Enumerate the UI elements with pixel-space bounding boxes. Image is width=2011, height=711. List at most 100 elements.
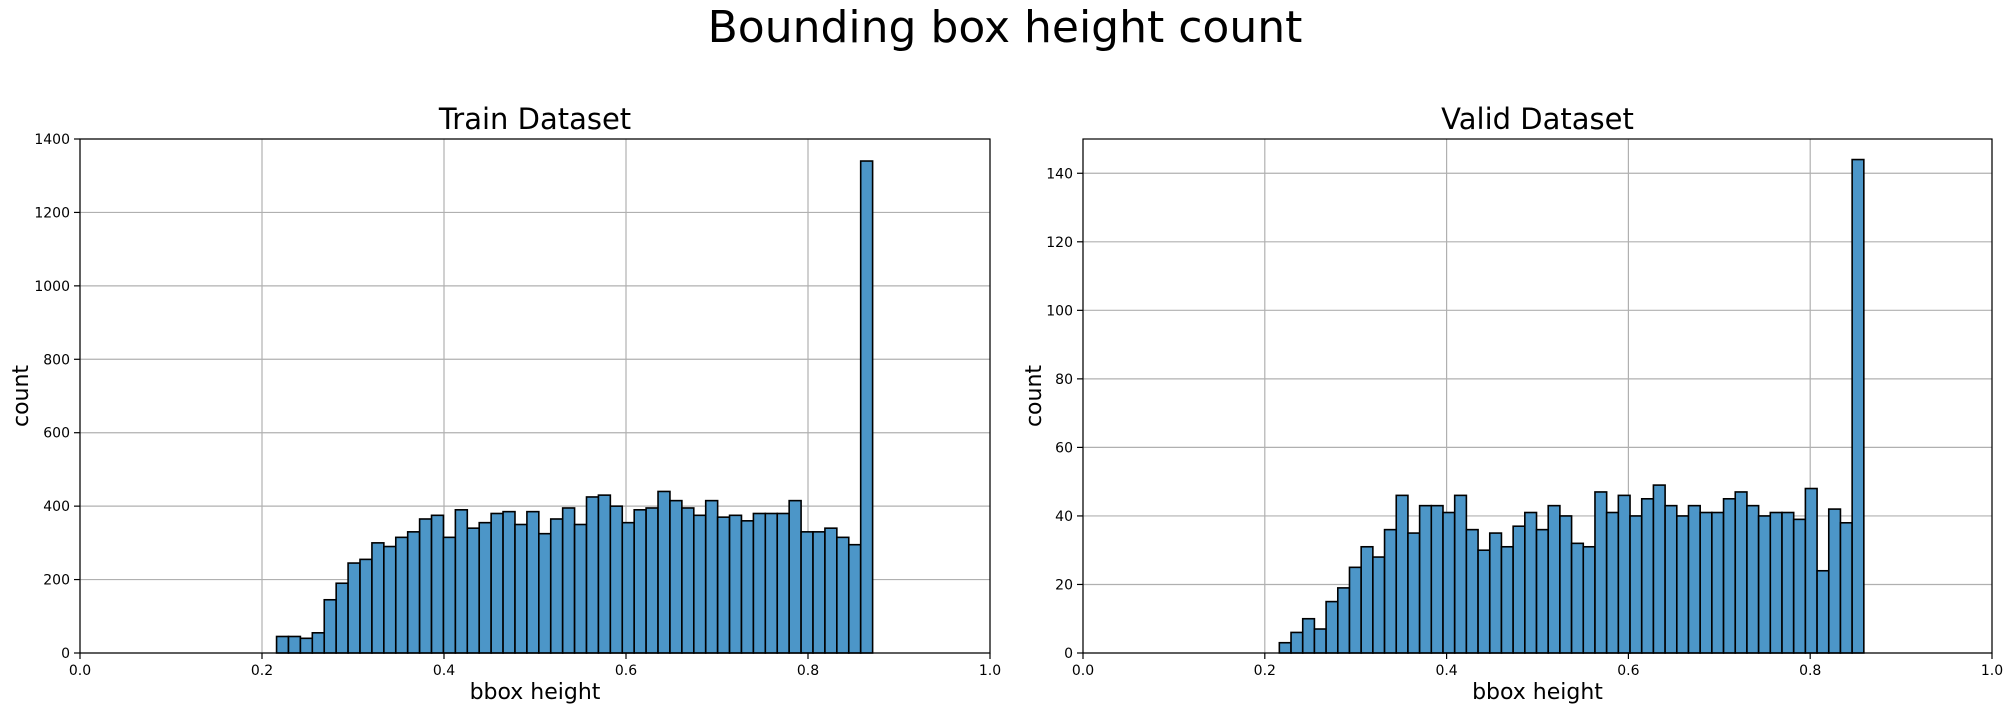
valid-bar bbox=[1629, 515, 1643, 654]
train-bar bbox=[645, 507, 659, 654]
valid-ytick-label: 60 bbox=[1055, 440, 1073, 456]
valid-ytick-label: 0 bbox=[1064, 646, 1073, 662]
train-bar bbox=[538, 532, 552, 654]
valid-bar bbox=[1839, 521, 1853, 654]
train-bar bbox=[383, 545, 397, 654]
train-bar bbox=[418, 518, 433, 654]
train-bar bbox=[764, 512, 779, 654]
valid-bar bbox=[1535, 528, 1550, 654]
train-bar bbox=[633, 509, 647, 654]
valid-bar bbox=[1372, 556, 1386, 654]
train-bar bbox=[776, 512, 790, 654]
valid-bar bbox=[1757, 515, 1772, 654]
valid-y-axis-label: count bbox=[1022, 365, 1047, 427]
train-bar bbox=[609, 505, 624, 654]
train-bar bbox=[454, 509, 469, 654]
valid-bar bbox=[1664, 504, 1678, 654]
train-bar bbox=[740, 520, 755, 654]
train-bar bbox=[466, 527, 481, 654]
train-ytick-label: 200 bbox=[43, 573, 70, 589]
valid-xtick-label: 0.2 bbox=[1254, 663, 1276, 679]
valid-bar bbox=[1453, 494, 1468, 654]
train-bar bbox=[657, 490, 671, 654]
valid-bar bbox=[1711, 511, 1725, 654]
valid-bar bbox=[1348, 566, 1362, 654]
train-bar bbox=[478, 521, 492, 654]
valid-bar bbox=[1313, 628, 1327, 654]
train-ytick-label: 600 bbox=[43, 426, 70, 442]
train-ytick-label: 0 bbox=[61, 646, 70, 662]
train-xtick-label: 0.4 bbox=[433, 663, 455, 679]
train-bar bbox=[859, 160, 874, 654]
train-xtick-label: 1.0 bbox=[979, 663, 1001, 679]
valid-bar bbox=[1687, 504, 1701, 654]
valid-bar bbox=[1559, 515, 1573, 654]
train-bar bbox=[394, 536, 409, 654]
valid-ytick-label: 120 bbox=[1046, 235, 1073, 251]
valid-xtick-label: 0.4 bbox=[1435, 663, 1457, 679]
valid-bar bbox=[1781, 511, 1795, 654]
valid-ytick-label: 20 bbox=[1055, 577, 1073, 593]
train-bar bbox=[681, 507, 695, 654]
train-ytick-label: 1400 bbox=[34, 132, 70, 148]
valid-bar bbox=[1804, 487, 1818, 654]
valid-bar bbox=[1769, 511, 1783, 654]
valid-x-axis-label: bbox height bbox=[1472, 680, 1603, 705]
train-bar bbox=[728, 514, 743, 654]
train-ytick-label: 400 bbox=[43, 499, 70, 515]
valid-bar bbox=[1301, 617, 1316, 654]
train-bar bbox=[526, 510, 540, 654]
train-bar bbox=[549, 518, 564, 654]
train-bar bbox=[824, 527, 838, 654]
valid-bar bbox=[1827, 508, 1842, 654]
valid-bar bbox=[1594, 491, 1608, 654]
train-ytick-label: 1200 bbox=[34, 205, 70, 221]
train-bar bbox=[299, 637, 314, 654]
train-bar bbox=[716, 516, 731, 654]
valid-bar bbox=[1465, 528, 1479, 654]
train-bar bbox=[502, 510, 516, 654]
train-xtick-label: 0.2 bbox=[251, 663, 273, 679]
figure-title: Bounding box height count bbox=[708, 2, 1303, 53]
train-ytick-label: 800 bbox=[43, 352, 70, 368]
valid-bar bbox=[1582, 545, 1596, 654]
valid-bar bbox=[1325, 600, 1339, 654]
train-bar bbox=[561, 507, 576, 654]
train-bar bbox=[430, 514, 445, 654]
valid-ytick-label: 40 bbox=[1055, 509, 1073, 525]
valid-bar bbox=[1734, 491, 1748, 654]
train-xtick-label: 0.8 bbox=[797, 663, 819, 679]
train-bar bbox=[335, 582, 349, 654]
train-plot-frame bbox=[79, 138, 991, 654]
valid-bar bbox=[1383, 528, 1398, 654]
train-bar bbox=[323, 598, 337, 654]
valid-bar bbox=[1652, 484, 1666, 654]
train-bar bbox=[800, 531, 814, 654]
train-bar bbox=[692, 514, 707, 654]
valid-xtick-label: 0.0 bbox=[1072, 663, 1094, 679]
train-bar bbox=[788, 499, 802, 654]
valid-bar bbox=[1640, 497, 1655, 654]
valid-bar bbox=[1360, 545, 1374, 654]
train-bar bbox=[836, 536, 850, 654]
train-y-axis-label: count bbox=[9, 365, 34, 427]
valid-ytick-label: 100 bbox=[1046, 303, 1073, 319]
valid-bar bbox=[1570, 542, 1585, 654]
train-bar bbox=[406, 531, 421, 654]
valid-bar bbox=[1699, 511, 1713, 654]
train-bar bbox=[704, 499, 719, 654]
valid-bar bbox=[1336, 587, 1351, 654]
train-bar bbox=[275, 635, 290, 654]
valid-bar bbox=[1488, 532, 1503, 654]
train-x-axis-label: bbox height bbox=[470, 680, 601, 705]
train-bar bbox=[669, 499, 683, 654]
valid-bar bbox=[1477, 549, 1491, 654]
train-bar bbox=[573, 523, 588, 654]
valid-bar bbox=[1675, 515, 1690, 654]
valid-bar bbox=[1418, 504, 1433, 654]
valid-ytick-label: 140 bbox=[1046, 166, 1073, 182]
train-bar bbox=[359, 558, 373, 654]
valid-bar bbox=[1407, 532, 1421, 654]
valid-chart: 0.0 0.2 0.4 0.6 0.8 1.0 0 20 40 60 80 100 120 140 Vali… bbox=[1022, 102, 2003, 705]
valid-bar bbox=[1722, 497, 1737, 654]
